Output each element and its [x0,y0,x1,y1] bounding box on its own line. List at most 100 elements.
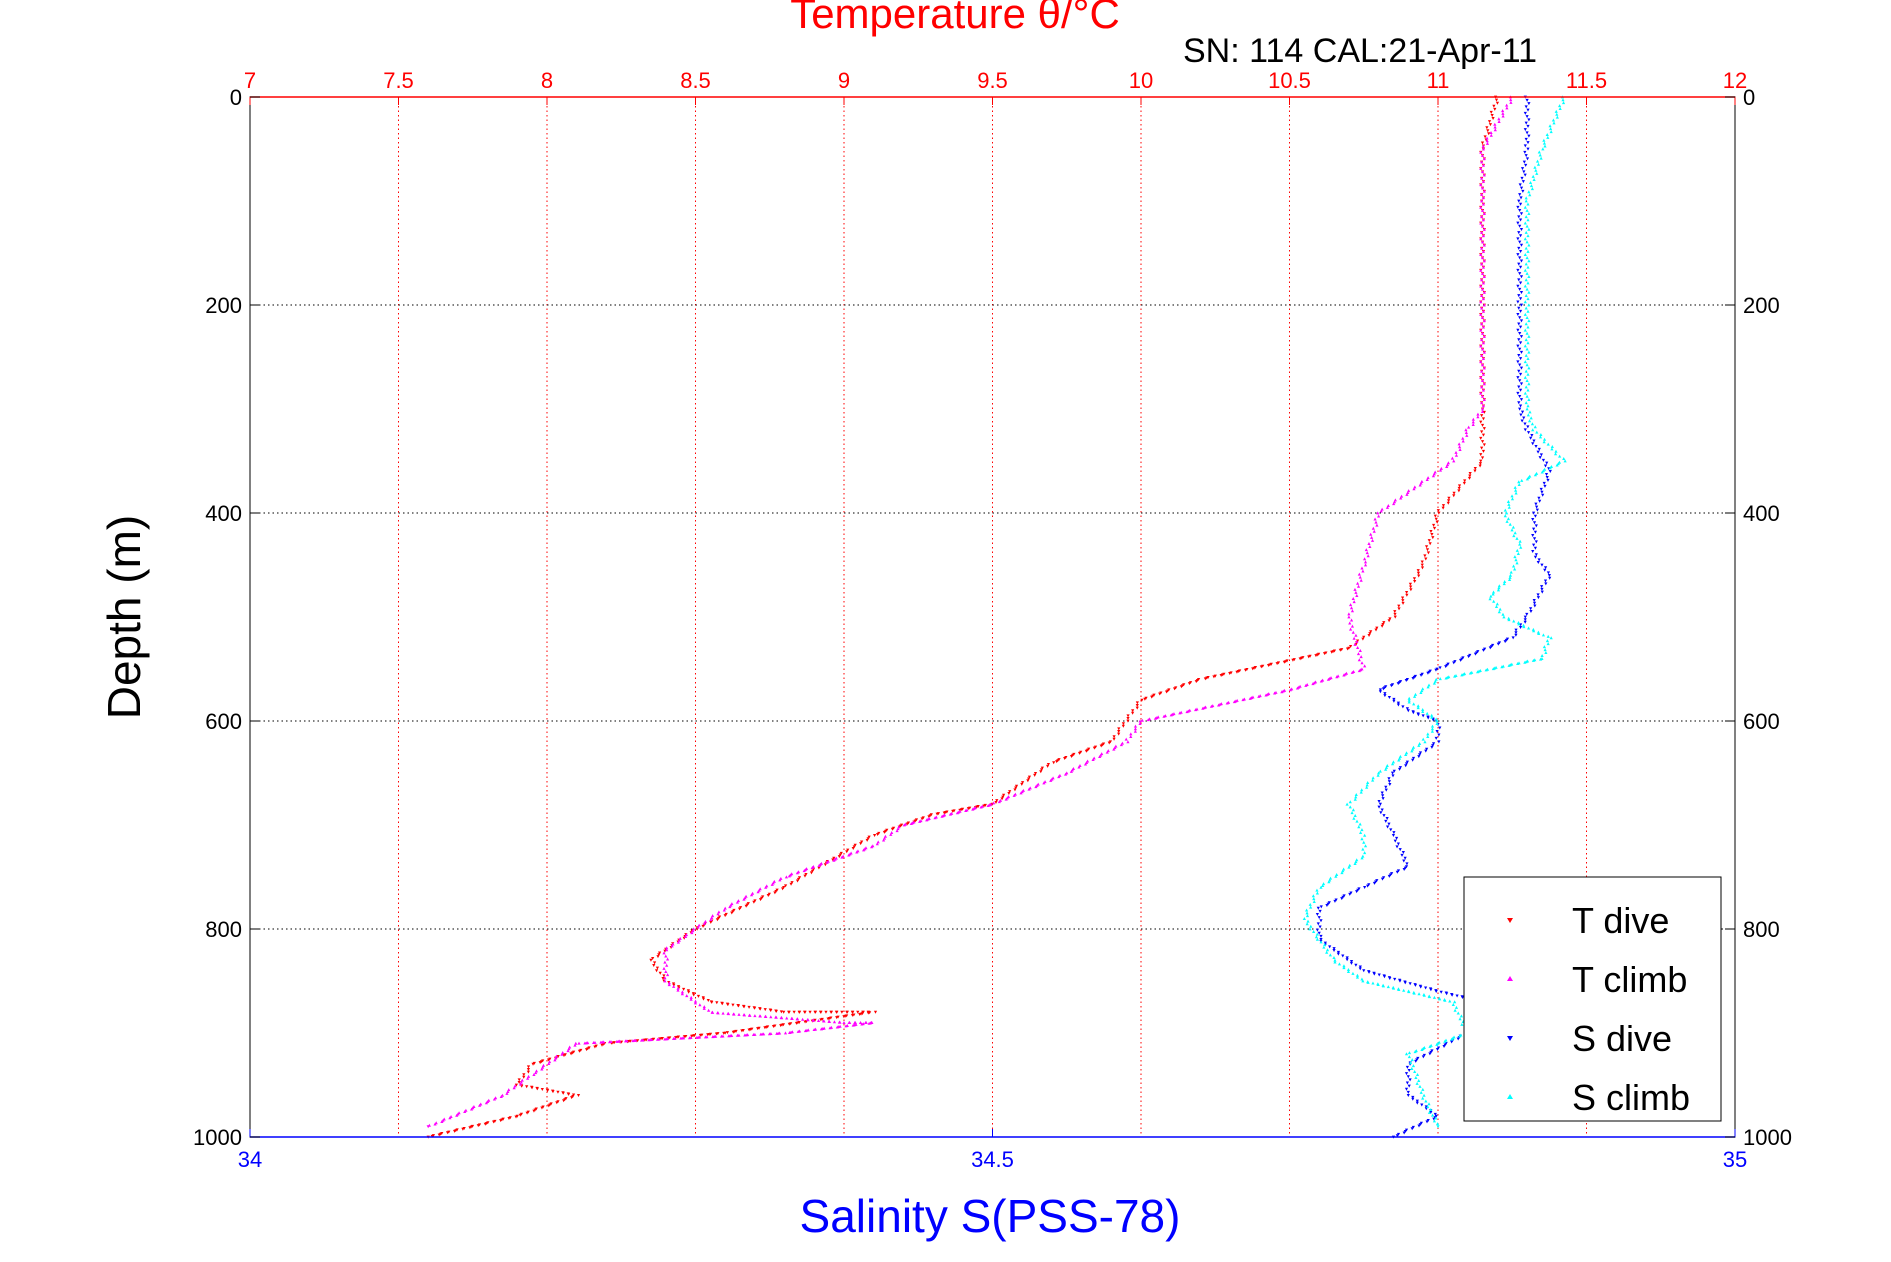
data-point [1481,234,1486,238]
data-point [1539,487,1543,491]
data-point [1354,963,1358,967]
data-point [810,866,814,870]
data-point [1521,180,1525,184]
data-point [1487,120,1492,124]
data-point [847,853,851,857]
data-point [1522,625,1526,629]
data-point [1480,306,1484,310]
data-point [1527,259,1531,263]
data-point [1492,599,1496,603]
data-point [1126,740,1130,744]
data-point [1402,988,1406,992]
data-point [1408,982,1412,986]
data-point [1518,297,1523,301]
data-point [1457,484,1462,488]
data-point [1435,1047,1440,1051]
data-point [647,1038,651,1042]
data-point [1452,459,1456,463]
data-point [1516,268,1520,272]
data-point [532,1061,536,1065]
data-point [1516,237,1520,241]
data-point [1480,347,1485,351]
data-point [1526,325,1530,329]
data-point [726,1012,731,1016]
data-point [1518,265,1523,269]
data-point [1505,103,1509,107]
data-point [747,1005,751,1009]
data-point [1549,127,1553,131]
data-point [1355,593,1359,597]
data-point [1482,303,1486,307]
data-point [1533,514,1538,518]
data-point [531,1062,535,1066]
data-point [1379,811,1383,815]
data-point [1546,442,1550,446]
data-point [1410,1058,1414,1062]
data-point [873,1010,878,1014]
data-point [1519,545,1523,549]
data-point [1390,771,1395,775]
data-point [853,843,857,847]
data-point [1482,366,1486,370]
data-point [832,858,836,862]
data-point [452,1129,457,1133]
data-point [789,882,793,886]
data-point [1020,782,1024,786]
data-point [690,1034,694,1038]
data-point [1476,670,1480,674]
data-point [1543,648,1547,652]
data-point [1467,476,1472,480]
data-point [1554,109,1558,113]
data-point [468,1126,472,1130]
temperature-tick-label: 11.5 [1566,68,1607,93]
data-point [1458,448,1462,452]
data-point [867,835,871,839]
data-point [744,904,748,908]
data-point [844,1024,848,1028]
data-point [1517,278,1521,282]
data-point [1063,757,1067,761]
data-point [1333,958,1337,962]
data-point [742,1005,746,1009]
data-point [1497,120,1501,124]
data-point [1518,372,1523,376]
data-point [1448,999,1452,1003]
data-point [1542,437,1547,441]
data-point [852,845,856,849]
data-point [1386,985,1390,989]
data-point [955,811,960,815]
data-point [1456,1037,1460,1041]
data-point [1325,948,1330,952]
data-point [1526,413,1530,417]
data-point [1518,309,1523,313]
data-point [1540,470,1544,474]
data-point [812,1028,816,1032]
data-point [538,1061,542,1065]
data-point [1378,769,1382,773]
data-point [1480,430,1484,434]
data-point [1361,637,1365,641]
data-point [1153,716,1158,720]
data-point [1452,491,1456,495]
data-point [1524,278,1528,282]
data-point [1501,114,1505,118]
data-point [1441,504,1446,508]
data-point [512,1086,516,1090]
data-point [696,925,700,929]
data-point [1555,112,1559,116]
data-point [689,997,693,1001]
data-point [1375,626,1379,630]
data-point [1480,363,1485,367]
data-point [1415,1101,1419,1105]
data-point [1517,294,1521,298]
data-point [817,866,821,870]
data-point [1516,300,1520,304]
data-point [1481,265,1486,269]
data-point [1392,699,1396,703]
data-point [1357,825,1361,829]
data-point [1528,181,1533,185]
data-point [1524,322,1528,326]
data-point [1485,126,1489,130]
data-point [1543,568,1547,572]
data-point [845,850,849,854]
